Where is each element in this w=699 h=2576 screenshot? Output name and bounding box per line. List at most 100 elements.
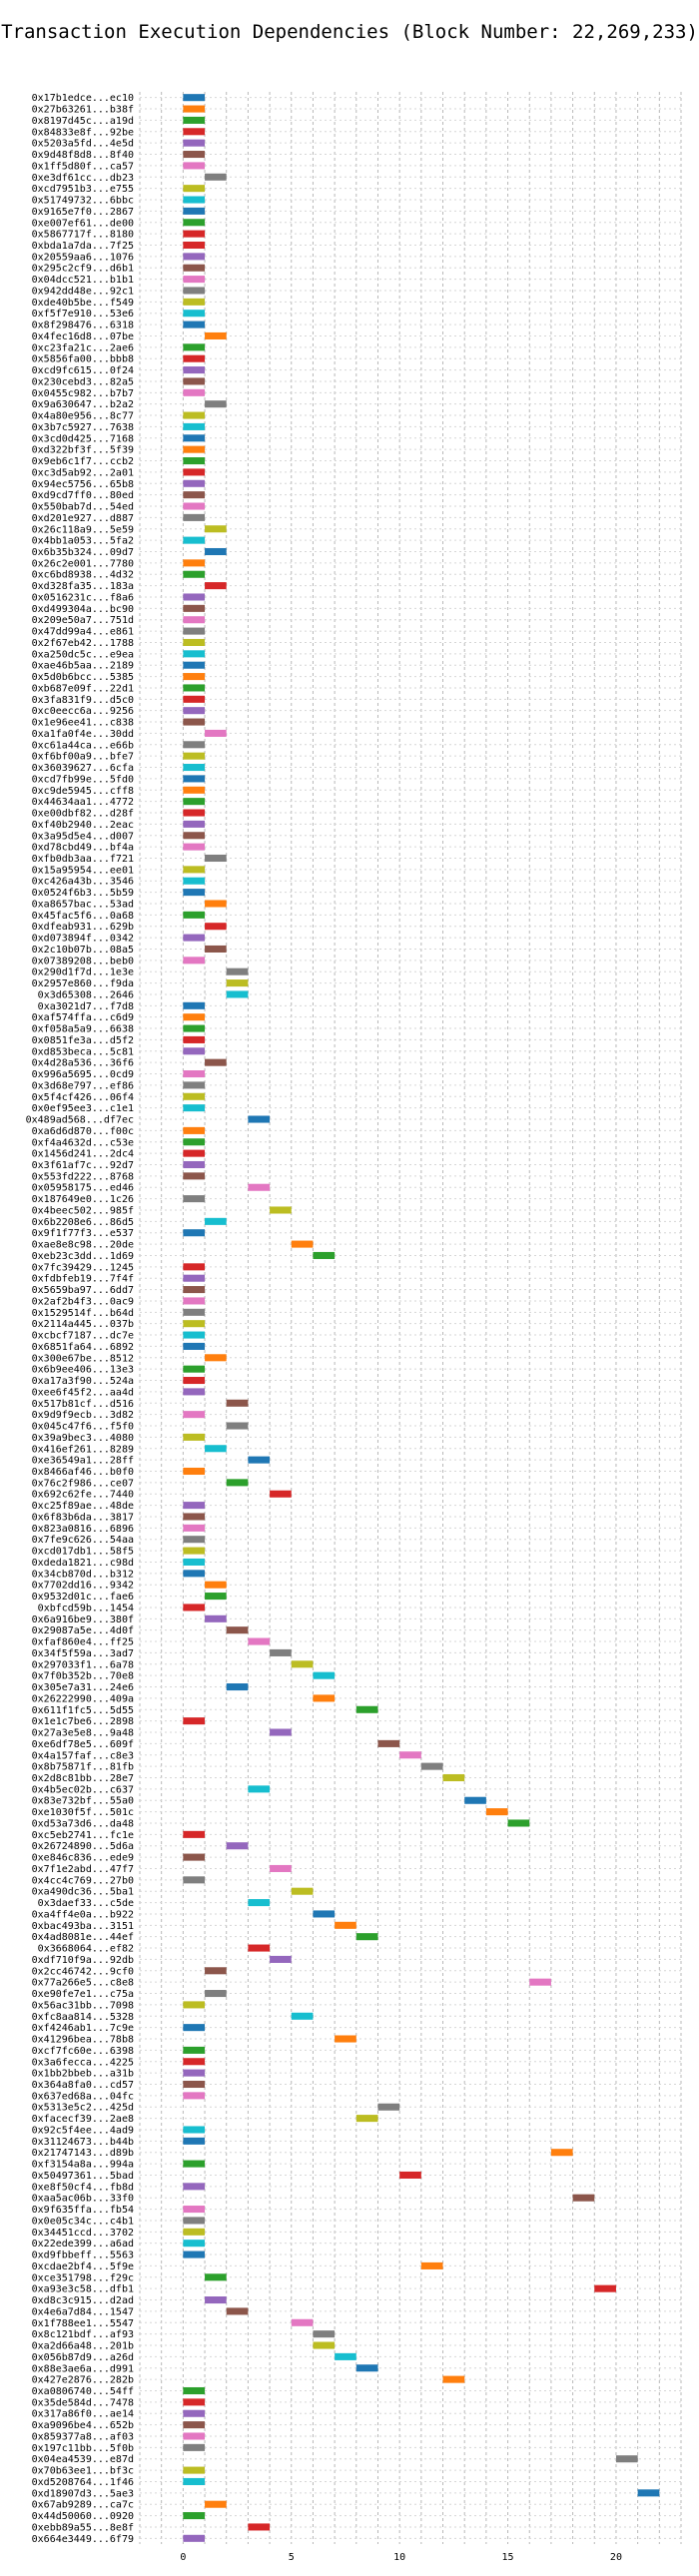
transaction-bar [270, 1955, 292, 1963]
transaction-bar [183, 366, 206, 374]
x-tick-label: 0 [180, 2552, 186, 2563]
transaction-bar [183, 1388, 206, 1396]
transaction-bar [248, 1637, 271, 1645]
transaction-bar [205, 900, 227, 908]
transaction-bar [183, 1570, 206, 1578]
transaction-bar [183, 559, 206, 567]
y-tick-label: 0xc23fa21c...2ae6 [32, 342, 134, 353]
y-tick-label: 0xa8657bac...53ad [32, 899, 134, 910]
y-tick-label: 0xcd7fb99e...5fd0 [32, 774, 134, 785]
y-tick-label: 0x9d9f9ecb...3d82 [32, 1410, 134, 1421]
y-tick-label: 0x26724890...5d6a [32, 1841, 134, 1852]
y-tick-label: 0x197c11bb...5f0b [32, 2443, 134, 2454]
transaction-bar [183, 1320, 206, 1328]
y-tick-label: 0xd18907d3...5ae3 [32, 2488, 134, 2499]
transaction-bar [183, 2421, 206, 2429]
y-tick-label: 0xdeda1821...c98d [32, 1558, 134, 1569]
y-tick-label: 0xdf710f9a...92db [32, 1955, 134, 1966]
y-tick-label: 0xbfcd59b...1454 [38, 1603, 134, 1613]
transaction-bar [529, 1978, 551, 1986]
y-tick-label: 0x07389208...beb0 [32, 956, 134, 966]
transaction-bar [183, 707, 206, 715]
transaction-bar [399, 1751, 421, 1759]
y-tick-label: 0x88e3ae6a...d991 [32, 2363, 134, 2374]
y-tick-label: 0x7fe9c626...54aa [32, 1535, 134, 1546]
transaction-bar [183, 809, 206, 817]
y-tick-label: 0xe90fe7e1...c75a [32, 1989, 134, 2000]
y-tick-label: 0xe36549a1...28ff [32, 1456, 134, 1467]
transaction-bar [183, 1513, 206, 1521]
transaction-bar [183, 321, 206, 328]
transaction-bar [594, 2284, 616, 2292]
y-tick-label: 0x9d48f8d8...8f40 [32, 150, 134, 161]
y-tick-label: 0x6b35b324...09d7 [32, 547, 134, 558]
transaction-bar [183, 128, 206, 136]
transaction-bar [355, 2115, 378, 2123]
transaction-bar [183, 1524, 206, 1532]
transaction-bar [205, 923, 227, 931]
transaction-bar [183, 343, 206, 351]
transaction-bar [205, 525, 227, 533]
transaction-bar [183, 377, 206, 385]
y-tick-label: 0x0ef95ee3...c1e1 [32, 1103, 134, 1114]
y-tick-label: 0x9165e7f0...2867 [32, 207, 134, 218]
transaction-bar [183, 287, 206, 295]
y-tick-label: 0x2114a445...037b [32, 1319, 134, 1330]
y-tick-label: 0x8f298476...6318 [32, 321, 134, 331]
transaction-bar [205, 547, 227, 556]
transaction-bar [442, 1773, 465, 1782]
transaction-bar [183, 422, 206, 430]
transaction-bar [183, 2386, 206, 2395]
transaction-bar [183, 1001, 206, 1009]
transaction-bar [377, 2103, 400, 2111]
y-tick-label: 0xa2d66a48...201b [32, 2341, 134, 2352]
transaction-bar [183, 1172, 206, 1180]
transaction-bar [183, 798, 206, 806]
x-tick-label: 5 [289, 2552, 295, 2563]
y-tick-label: 0x045c47f6...f5f0 [32, 1422, 134, 1433]
y-tick-label: 0x26c2e001...7780 [32, 558, 134, 569]
y-tick-label: 0x9a630647...b2a2 [32, 399, 134, 410]
transaction-bar [183, 2466, 206, 2474]
transaction-bar [183, 866, 206, 874]
transaction-bar [183, 2398, 206, 2406]
y-tick-label: 0xc6bd8938...4d32 [32, 570, 134, 581]
y-tick-label: 0x4cc4c769...27b0 [32, 1875, 134, 1886]
y-tick-label: 0x517b81cf...d516 [32, 1399, 134, 1410]
y-tick-label: 0x0524f6b3...5b59 [32, 888, 134, 899]
y-tick-label: 0x77a266e5...c8e8 [32, 1978, 134, 1989]
y-tick-label: 0x31124673...b44b [32, 2137, 134, 2148]
y-tick-label: 0xcdae2bf4...5f9e [32, 2261, 134, 2272]
transaction-bar [183, 1160, 206, 1169]
transaction-bar [183, 1297, 206, 1305]
transaction-bar [270, 1728, 292, 1736]
transaction-bar [183, 1853, 206, 1861]
y-tick-label: 0x5313e5c2...425d [32, 2103, 134, 2114]
y-tick-label: 0x290d1f7d...1e3e [32, 967, 134, 978]
transaction-bar [313, 1251, 336, 1259]
transaction-bar [615, 2455, 638, 2463]
transaction-bar [183, 684, 206, 692]
y-tick-label: 0xa490dc36...5ba1 [32, 1887, 134, 1898]
transaction-bar [226, 1842, 249, 1850]
transaction-bar [183, 604, 206, 612]
transaction-bar [183, 139, 206, 147]
y-tick-label: 0x84833e8f...92be [32, 127, 134, 138]
x-tick-label: 10 [393, 2552, 405, 2563]
transaction-bar [183, 151, 206, 159]
transaction-bar [205, 1593, 227, 1601]
y-tick-label: 0xe3df61cc...db23 [32, 173, 134, 184]
y-tick-label: 0xa1fa0f4e...30dd [32, 729, 134, 740]
y-tick-label: 0x67ab9289...ca7c [32, 2500, 134, 2511]
y-tick-label: 0x34cb870d...b312 [32, 1569, 134, 1580]
transaction-bar [205, 2296, 227, 2304]
transaction-bar [183, 468, 206, 476]
y-tick-label: 0x2d8c81bb...28e7 [32, 1773, 134, 1784]
y-tick-label: 0x92c5f4ee...4ad9 [32, 2125, 134, 2136]
transaction-bar [270, 1206, 292, 1214]
transaction-bar [572, 2194, 595, 2202]
y-tick-label: 0xa3021d7...f7d8 [38, 1001, 134, 1012]
y-tick-label: 0xae46b5aa...2189 [32, 661, 134, 672]
transaction-bar [183, 934, 206, 942]
